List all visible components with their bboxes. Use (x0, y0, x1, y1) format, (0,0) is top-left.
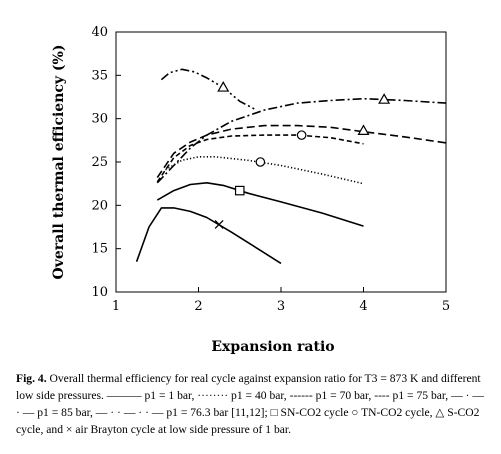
caption-text: Overall thermal efficiency for real cycl… (16, 372, 484, 436)
y-tick-label: 20 (91, 198, 108, 213)
series-marker-7-triangle (217, 81, 230, 92)
series-line-2 (156, 182, 364, 227)
series-marker-6-triangle (378, 93, 391, 104)
y-tick-label: 15 (91, 242, 108, 257)
series-line-3 (165, 156, 364, 185)
x-tick-label: 1 (112, 299, 120, 314)
series-marker-2-square (234, 185, 245, 196)
series-marker-1-cross (214, 219, 224, 229)
series-marker-5-triangle (357, 124, 370, 135)
plot-area: 1 2 3 4 5 10 15 20 25 30 35 40 (91, 25, 450, 314)
series-line-5 (156, 124, 447, 179)
x-tick-label: 5 (442, 299, 450, 314)
series-marker-3-circle (255, 157, 266, 167)
y-tick-label: 30 (91, 112, 108, 127)
y-tick-label: 35 (91, 68, 108, 83)
y-axis-label: Overall thermal efficiency (%) (51, 45, 67, 280)
y-tick-label: 25 (91, 155, 108, 170)
y-tick-label: 40 (91, 25, 108, 40)
x-tick-label: 4 (359, 299, 367, 314)
figure-label: Fig. 4. (16, 372, 47, 385)
plot-frame (115, 31, 447, 293)
x-tick-label: 3 (277, 299, 285, 314)
series-marker-4-circle (296, 130, 307, 140)
series-line-1 (135, 207, 282, 265)
x-axis-label: Expansion ratio (211, 339, 334, 355)
y-tick-label: 10 (91, 285, 108, 300)
series-line-6 (156, 97, 447, 184)
series-line-7 (160, 68, 257, 111)
figure-caption: Fig. 4. Overall thermal efficiency for r… (16, 370, 490, 438)
chart: 1 2 3 4 5 10 15 20 25 30 35 40 Expansion ratio Over… (51, 25, 450, 355)
x-tick-label: 2 (194, 299, 202, 314)
series-line-4 (156, 134, 364, 183)
